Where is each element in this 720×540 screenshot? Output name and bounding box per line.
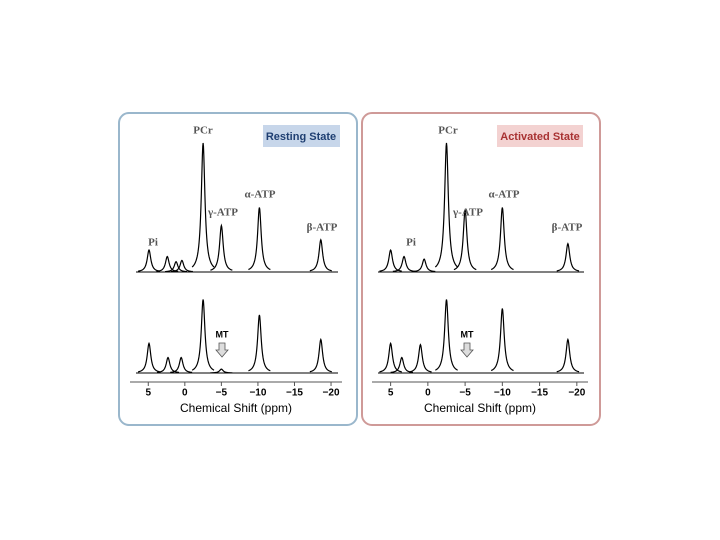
peak — [490, 308, 514, 372]
x-tick-label: −20 — [323, 388, 340, 399]
peak — [412, 258, 436, 273]
peak — [137, 248, 161, 272]
x-tick-label: −5 — [216, 388, 228, 399]
mt-arrow — [215, 342, 229, 358]
x-tick-label: −20 — [568, 388, 585, 399]
peak — [392, 255, 416, 272]
panel-frame — [361, 112, 601, 426]
peak — [309, 238, 332, 272]
peak — [379, 248, 402, 272]
peak-label: β-ATP — [552, 222, 583, 234]
panel-frame — [118, 112, 358, 426]
x-tick-label: 0 — [425, 388, 431, 399]
x-axis-title: Chemical Shift (ppm) — [180, 401, 292, 415]
state-box — [263, 125, 340, 147]
x-tick-label: 5 — [388, 388, 394, 399]
peak — [556, 242, 580, 272]
peak-label: α-ATP — [489, 189, 520, 201]
peak — [435, 299, 458, 371]
peak — [409, 343, 432, 373]
mt-arrow — [460, 342, 474, 358]
peak-label: γ-ATP — [207, 207, 238, 219]
peak — [248, 314, 271, 372]
peak — [453, 209, 477, 271]
state-box — [497, 125, 583, 147]
peak — [556, 337, 580, 373]
peak-label: Pi — [406, 237, 416, 249]
peak — [170, 259, 193, 273]
x-tick-label: 5 — [145, 388, 151, 399]
peak — [210, 368, 233, 374]
x-tick-label: −5 — [459, 388, 471, 399]
x-tick-label: −10 — [249, 388, 266, 399]
mt-label: MT — [216, 329, 229, 339]
peak — [248, 207, 271, 271]
peak-label: PCr — [438, 125, 458, 137]
peak — [309, 337, 332, 373]
peak-label: Pi — [148, 237, 158, 249]
peak-label: β-ATP — [307, 222, 338, 234]
mt-label: MT — [461, 329, 474, 339]
peak — [490, 207, 514, 271]
x-tick-label: −10 — [494, 388, 511, 399]
peak — [191, 299, 215, 371]
peak — [165, 260, 188, 273]
state-label: Activated State — [500, 131, 579, 143]
x-axis-title: Chemical Shift (ppm) — [424, 401, 536, 415]
peak — [137, 341, 161, 373]
peak-label: γ-ATP — [452, 207, 483, 219]
peak-label: α-ATP — [245, 189, 276, 201]
peak — [191, 142, 215, 268]
x-tick-label: 0 — [182, 388, 188, 399]
x-tick-label: −15 — [286, 388, 303, 399]
peak — [210, 223, 233, 271]
peak — [379, 341, 402, 373]
x-tick-label: −15 — [531, 388, 548, 399]
peak — [434, 142, 459, 268]
state-label: Resting State — [266, 131, 336, 143]
peak — [170, 356, 193, 373]
peak-label: PCr — [193, 125, 213, 137]
